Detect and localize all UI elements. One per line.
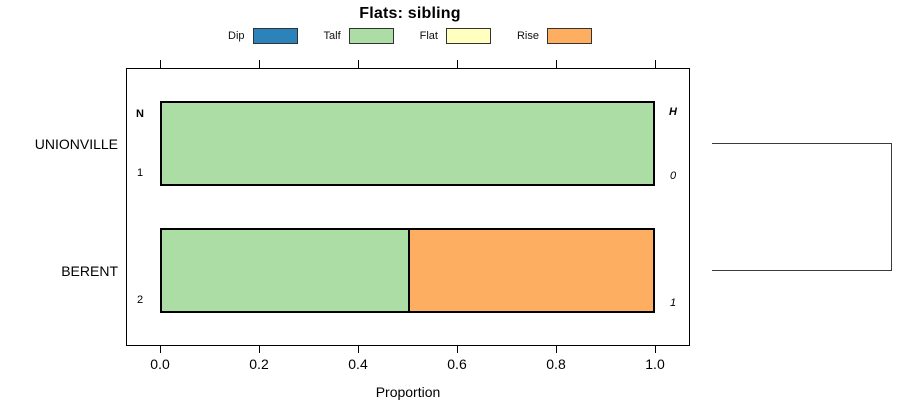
category-label-unionville: UNIONVILLE: [34, 135, 118, 152]
x-axis-top-tick: [555, 60, 557, 68]
x-axis-bottom-tick: [555, 345, 557, 353]
bar-annotation-left_bottom: 1: [136, 167, 144, 179]
x-axis-tick-label: 0.6: [447, 356, 467, 372]
x-axis-top-tick: [159, 60, 161, 68]
legend-item-label: Dip: [228, 30, 245, 42]
legend-item-label: Flat: [419, 30, 438, 42]
bar-segment-rise: [407, 230, 653, 311]
x-axis-bottom-tick: [159, 345, 161, 353]
x-axis-top-tick: [654, 60, 656, 68]
legend-item: Rise: [517, 28, 592, 44]
bar-segment-talf: [162, 103, 653, 184]
legend-item: Dip: [228, 28, 298, 44]
bracket-top-line: [712, 143, 892, 145]
x-axis-top-tick: [456, 60, 458, 68]
x-axis-top-tick: [357, 60, 359, 68]
legend-item-label: Talf: [323, 30, 341, 42]
bar-annotation-right_bottom: 0: [669, 170, 677, 182]
x-axis-top-tick: [258, 60, 260, 68]
legend: Dip Talf Flat Rise: [60, 26, 760, 46]
legend-item: Talf: [324, 28, 394, 44]
legend-item-label: Rise: [516, 30, 539, 42]
x-axis-title: Proportion: [375, 384, 441, 400]
bar-annotation-left_bottom: 2: [136, 294, 144, 306]
chart-title: Flats: sibling: [359, 5, 461, 22]
x-axis-tick-label: 0.8: [546, 356, 566, 372]
x-axis-bottom-tick: [357, 345, 359, 353]
x-axis-tick-label: 1.0: [645, 356, 665, 372]
x-axis-tick-label: 0.2: [249, 356, 269, 372]
bar-row-berent: [160, 228, 655, 313]
bracket-bottom-line: [712, 270, 892, 272]
x-axis-tick-label: 0.0: [150, 356, 170, 372]
legend-swatch-dip: [252, 28, 298, 44]
bracket-vertical-line: [891, 143, 893, 271]
x-axis-tick-label: 0.4: [348, 356, 368, 372]
legend-swatch-rise: [547, 28, 592, 44]
x-axis-bottom-tick: [456, 345, 458, 353]
bar-segment-talf: [162, 230, 408, 311]
legend-item: Flat: [420, 28, 491, 44]
x-axis-bottom-tick: [654, 345, 656, 353]
bar-row-unionville: [160, 101, 655, 186]
category-label-berent: BERENT: [61, 262, 118, 279]
bar-annotation-right_top: H: [669, 106, 677, 118]
bar-annotation-right_bottom: 1: [669, 297, 677, 309]
x-axis-bottom-tick: [258, 345, 260, 353]
bar-annotation-left_top: N: [136, 108, 144, 120]
legend-swatch-flat: [445, 28, 491, 44]
legend-swatch-talf: [348, 28, 394, 44]
